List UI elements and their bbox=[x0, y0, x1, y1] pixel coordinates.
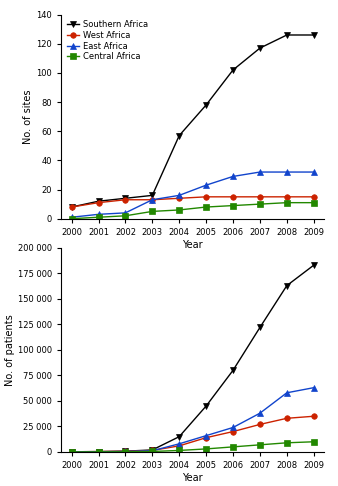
Southern Africa bbox=[150, 447, 154, 453]
Central Africa bbox=[150, 208, 154, 214]
West Africa bbox=[285, 194, 289, 200]
West Africa bbox=[231, 194, 235, 200]
East Africa bbox=[204, 182, 208, 188]
West Africa bbox=[123, 197, 127, 203]
West Africa bbox=[123, 449, 127, 454]
West Africa bbox=[258, 194, 262, 200]
X-axis label: Year: Year bbox=[182, 473, 203, 483]
East Africa bbox=[312, 385, 316, 391]
X-axis label: Year: Year bbox=[182, 240, 203, 249]
West Africa bbox=[96, 449, 100, 454]
East Africa bbox=[258, 410, 262, 416]
Line: Central Africa: Central Africa bbox=[69, 439, 316, 455]
Central Africa bbox=[285, 200, 289, 206]
Southern Africa bbox=[204, 102, 208, 108]
East Africa bbox=[96, 449, 100, 455]
West Africa bbox=[150, 448, 154, 453]
Southern Africa bbox=[96, 198, 100, 204]
East Africa bbox=[177, 441, 181, 447]
Line: Southern Africa: Southern Africa bbox=[69, 32, 316, 210]
East Africa bbox=[70, 449, 74, 455]
Line: West Africa: West Africa bbox=[69, 194, 316, 210]
Central Africa bbox=[96, 449, 100, 455]
Southern Africa bbox=[231, 367, 235, 373]
Southern Africa bbox=[70, 204, 74, 210]
West Africa bbox=[70, 449, 74, 455]
East Africa bbox=[258, 169, 262, 175]
East Africa bbox=[285, 169, 289, 175]
Central Africa bbox=[123, 449, 127, 455]
West Africa bbox=[150, 197, 154, 203]
Southern Africa bbox=[123, 195, 127, 201]
Southern Africa bbox=[258, 45, 262, 51]
Southern Africa bbox=[312, 32, 316, 38]
Southern Africa bbox=[231, 67, 235, 73]
Central Africa bbox=[312, 200, 316, 206]
Central Africa bbox=[258, 201, 262, 207]
Southern Africa bbox=[285, 283, 289, 289]
Central Africa bbox=[150, 449, 154, 454]
Line: West Africa: West Africa bbox=[69, 414, 316, 454]
East Africa bbox=[231, 425, 235, 431]
Central Africa bbox=[285, 440, 289, 446]
East Africa bbox=[96, 211, 100, 217]
Southern Africa bbox=[123, 448, 127, 454]
East Africa bbox=[177, 192, 181, 198]
East Africa bbox=[123, 210, 127, 216]
Line: East Africa: East Africa bbox=[69, 385, 316, 455]
West Africa bbox=[312, 413, 316, 419]
East Africa bbox=[70, 214, 74, 220]
Central Africa bbox=[177, 207, 181, 213]
Southern Africa bbox=[177, 133, 181, 139]
East Africa bbox=[231, 174, 235, 179]
West Africa bbox=[258, 421, 262, 427]
Central Africa bbox=[70, 449, 74, 455]
East Africa bbox=[150, 197, 154, 203]
East Africa bbox=[150, 448, 154, 453]
Southern Africa bbox=[312, 262, 316, 268]
West Africa bbox=[231, 429, 235, 434]
Southern Africa bbox=[96, 449, 100, 454]
East Africa bbox=[123, 449, 127, 454]
Southern Africa bbox=[204, 403, 208, 409]
West Africa bbox=[177, 443, 181, 449]
Southern Africa bbox=[150, 192, 154, 198]
West Africa bbox=[204, 435, 208, 441]
Central Africa bbox=[204, 204, 208, 210]
Y-axis label: No. of patients: No. of patients bbox=[5, 314, 15, 386]
Central Africa bbox=[312, 439, 316, 445]
Southern Africa bbox=[177, 434, 181, 439]
Central Africa bbox=[231, 444, 235, 450]
East Africa bbox=[204, 433, 208, 438]
West Africa bbox=[285, 416, 289, 421]
West Africa bbox=[177, 195, 181, 201]
Line: Southern Africa: Southern Africa bbox=[69, 262, 316, 454]
Southern Africa bbox=[285, 32, 289, 38]
West Africa bbox=[96, 200, 100, 206]
West Africa bbox=[70, 204, 74, 210]
Central Africa bbox=[96, 214, 100, 220]
East Africa bbox=[285, 390, 289, 396]
Line: East Africa: East Africa bbox=[69, 169, 316, 220]
East Africa bbox=[312, 169, 316, 175]
Central Africa bbox=[70, 216, 74, 222]
Central Africa bbox=[177, 448, 181, 453]
Southern Africa bbox=[70, 449, 74, 455]
Legend: Southern Africa, West Africa, East Africa, Central Africa: Southern Africa, West Africa, East Afric… bbox=[65, 19, 149, 63]
Central Africa bbox=[258, 442, 262, 448]
Central Africa bbox=[204, 446, 208, 452]
Central Africa bbox=[123, 213, 127, 219]
Central Africa bbox=[231, 203, 235, 208]
Southern Africa bbox=[258, 325, 262, 330]
West Africa bbox=[312, 194, 316, 200]
Y-axis label: No. of sites: No. of sites bbox=[23, 89, 33, 144]
West Africa bbox=[204, 194, 208, 200]
Line: Central Africa: Central Africa bbox=[69, 200, 316, 222]
